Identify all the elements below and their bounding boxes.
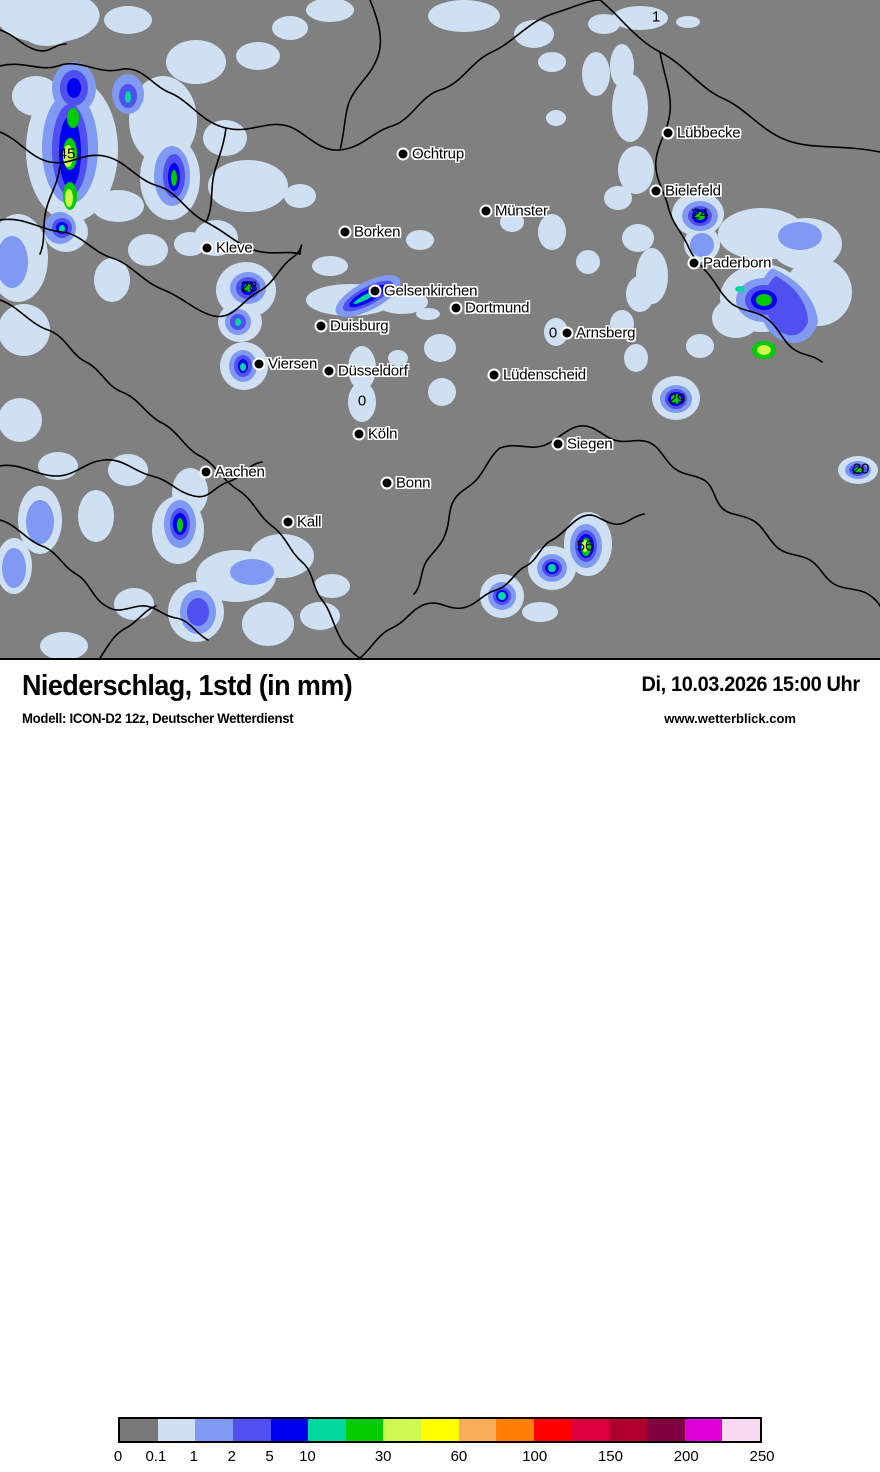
city-label: Aachen: [215, 463, 265, 481]
city-dot-icon: [324, 366, 334, 376]
city-dot-icon: [370, 286, 380, 296]
model-subtitle: Modell: ICON-D2 12z, Deutscher Wetterdie…: [22, 710, 294, 726]
city-label: Bonn: [396, 474, 431, 492]
colorbar-swatch: [534, 1419, 572, 1441]
colorbar-swatch: [308, 1419, 346, 1441]
contour-value-label: 24: [691, 205, 709, 223]
colorbar: [118, 1417, 762, 1443]
website-label: www.wetterblick.com: [664, 711, 796, 726]
colorbar-swatch: [195, 1419, 233, 1441]
colorbar-tick-label: 30: [374, 1448, 392, 1465]
city-label: Münster: [495, 202, 548, 220]
colorbar-swatch: [571, 1419, 610, 1441]
city-label: Kleve: [216, 239, 253, 257]
city-dot-icon: [562, 328, 572, 338]
contour-value-label: 45: [58, 145, 76, 163]
city-dot-icon: [651, 186, 661, 196]
colorbar-swatch: [232, 1419, 271, 1441]
city-dot-icon: [254, 359, 264, 369]
city-label: Arnsberg: [576, 324, 636, 342]
city-label: Siegen: [567, 435, 613, 453]
colorbar-swatch: [120, 1419, 158, 1441]
contour-value-label: 0: [548, 324, 558, 342]
colorbar-swatch: [646, 1419, 685, 1441]
colorbar-tick-label: 100: [522, 1448, 548, 1465]
city-label: Duisburg: [330, 317, 389, 335]
colorbar-swatch: [383, 1419, 422, 1441]
city-label: Viersen: [268, 355, 318, 373]
city-dot-icon: [354, 429, 364, 439]
city-dot-icon: [398, 149, 408, 159]
colorbar-tick-label: 150: [597, 1448, 623, 1465]
city-label: Borken: [354, 223, 401, 241]
colorbar-tick-label: 10: [299, 1448, 316, 1465]
city-dot-icon: [689, 258, 699, 268]
contour-value-label: 0: [357, 392, 367, 410]
city-dot-icon: [201, 467, 211, 477]
precip-core-layer: [59, 91, 862, 600]
contour-value-label: 1: [651, 8, 661, 26]
colorbar-swatch: [270, 1419, 309, 1441]
city-dot-icon: [451, 303, 461, 313]
city-dot-icon: [489, 370, 499, 380]
map-canvas: [0, 0, 880, 658]
city-label: Lüdenscheid: [503, 366, 586, 384]
city-label: Kall: [297, 513, 322, 531]
colorbar-swatch: [345, 1419, 384, 1441]
city-label: Gelsenkirchen: [384, 282, 478, 300]
contour-value-label: 28: [240, 278, 258, 296]
city-label: Lübbecke: [677, 124, 741, 142]
city-dot-icon: [382, 478, 392, 488]
colorbar-swatch: [609, 1419, 647, 1441]
colorbar-swatch: [496, 1419, 535, 1441]
contour-value-label: 56: [576, 537, 594, 555]
contour-value-label: 29: [668, 390, 686, 408]
city-label: Düsseldorf: [338, 362, 408, 380]
page-title: Niederschlag, 1std (in mm): [22, 670, 353, 702]
colorbar-tick-label: 0: [113, 1448, 123, 1465]
city-dot-icon: [481, 206, 491, 216]
colorbar-tick-label: 0.1: [145, 1448, 167, 1465]
map-bottom-divider: [0, 658, 880, 660]
colorbar-swatch: [157, 1419, 196, 1441]
city-dot-icon: [663, 128, 673, 138]
precipitation-map[interactable]: 1 24 45 28 0 0 29 20 56 Lübbecke Ochtrup Bielefeld…: [0, 0, 880, 658]
valid-time-label: Di, 10.03.2026 15:00 Uhr: [641, 673, 861, 696]
colorbar-tick-label: 250: [749, 1448, 775, 1465]
border-lines: [0, 0, 880, 658]
footer-panel: Niederschlag, 1std (in mm) Modell: ICON-…: [0, 660, 880, 1465]
colorbar-tick-label: 200: [673, 1448, 699, 1465]
city-dot-icon: [553, 439, 563, 449]
city-dot-icon: [340, 227, 350, 237]
colorbar-swatch: [722, 1419, 760, 1441]
colorbar-tick-label: 5: [265, 1448, 274, 1465]
city-label: Bielefeld: [665, 182, 721, 200]
city-dot-icon: [283, 517, 293, 527]
colorbar-tick-label: 60: [450, 1448, 468, 1465]
colorbar-tick-group: 0 0.1 1 2 5 10 30 60 100 150 200 250: [0, 1448, 880, 1472]
colorbar-swatch: [458, 1419, 497, 1441]
city-dot-icon: [316, 321, 326, 331]
colorbar-tick-label: 1: [189, 1448, 198, 1465]
colorbar-swatch: [421, 1419, 459, 1441]
city-label: Ochtrup: [412, 145, 464, 163]
city-label: Dortmund: [465, 299, 530, 317]
city-label: Köln: [368, 425, 398, 443]
city-label: Paderborn: [703, 254, 772, 272]
contour-value-label: 20: [852, 460, 870, 478]
colorbar-swatch: [684, 1419, 723, 1441]
colorbar-tick-label: 2: [227, 1448, 236, 1465]
city-dot-icon: [202, 243, 212, 253]
